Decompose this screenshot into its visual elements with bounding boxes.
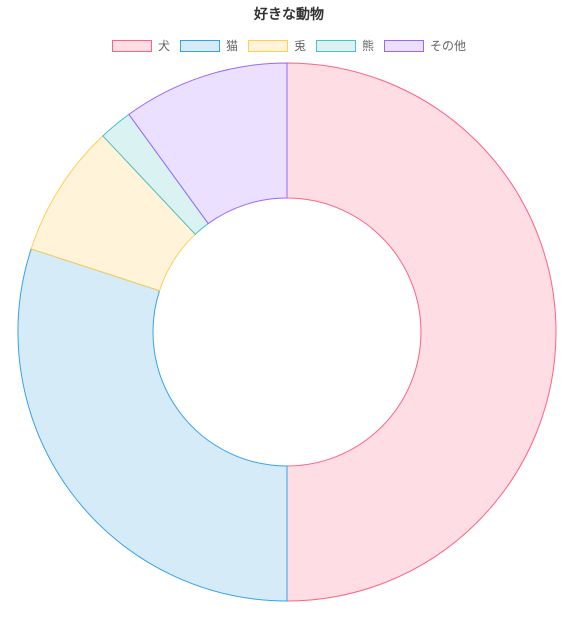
legend-swatch — [384, 40, 425, 52]
legend-swatch — [247, 40, 288, 52]
legend-label: 熊 — [362, 39, 375, 53]
chart-slice-5[interactable] — [128, 62, 288, 225]
legend-item[interactable]: 兎 — [247, 38, 306, 54]
legend-label: 猫 — [225, 39, 238, 53]
chart-title: 好きな動物 — [254, 7, 324, 23]
legend-item[interactable]: 猫 — [179, 38, 238, 54]
legend-swatch — [111, 40, 152, 52]
legend-item[interactable]: 熊 — [316, 38, 374, 54]
legend-item[interactable]: 犬 — [111, 38, 170, 54]
chart-slice-2[interactable] — [17, 248, 288, 602]
chart-slice-1[interactable] — [286, 62, 557, 602]
legend-label: 兎 — [293, 39, 306, 53]
chart-slices — [17, 62, 557, 602]
legend-item[interactable]: その他 — [384, 38, 466, 54]
legend-label: 犬 — [157, 39, 170, 53]
chart-legend: 犬 猫 兎 熊 その他 — [0, 38, 578, 54]
legend-swatch — [316, 40, 356, 52]
legend-swatch — [179, 40, 220, 52]
legend-label: その他 — [430, 39, 467, 53]
